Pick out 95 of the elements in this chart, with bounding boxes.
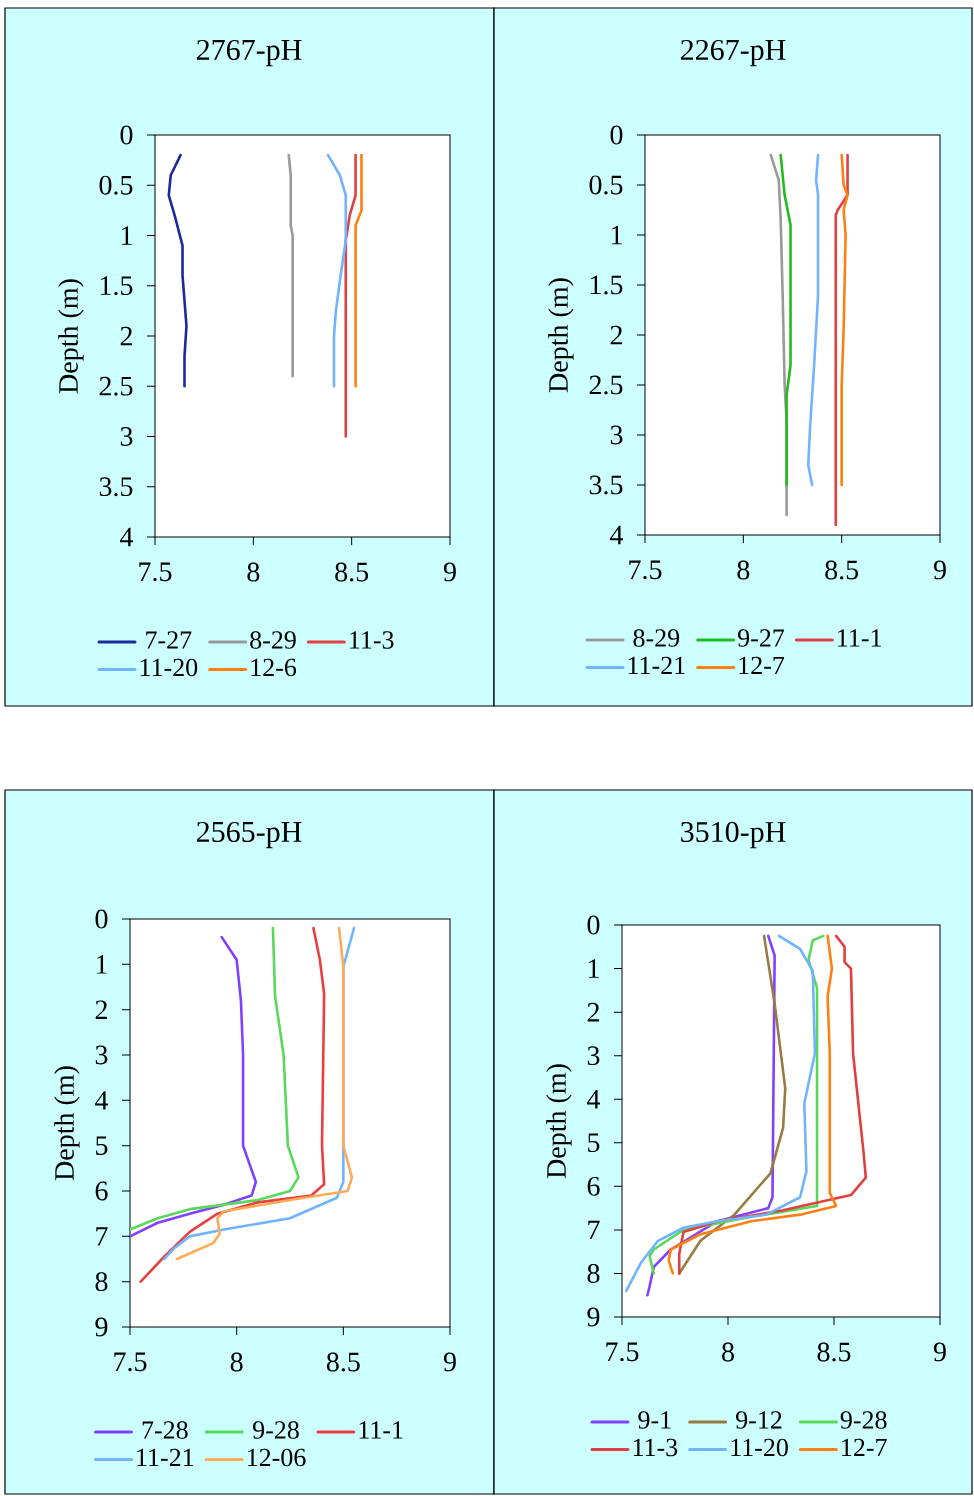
- y-axis-title: Depth (m): [546, 1064, 572, 1179]
- y-tick-label: 0.5: [99, 175, 133, 195]
- x-tick-label: 8.5: [335, 562, 369, 582]
- chart-title: 2565-pH: [196, 821, 302, 849]
- y-tick-label: 3: [120, 427, 133, 446]
- y-tick-label: 3: [610, 425, 623, 445]
- x-tick-label: 7.5: [606, 1342, 639, 1362]
- line-series: [167, 153, 188, 388]
- y-tick-label: 3: [95, 1045, 108, 1065]
- legend-label: 9-28: [253, 1421, 299, 1439]
- y-tick-label: 3: [587, 1046, 600, 1066]
- y-tick-label: 0: [610, 125, 623, 145]
- legend-label: 7-28: [142, 1421, 188, 1439]
- legend-label: 11-3: [350, 631, 394, 649]
- line-series: [840, 153, 849, 487]
- legend-label: 8-29: [633, 629, 680, 647]
- line-series: [326, 153, 348, 388]
- y-tick-label: 1: [611, 225, 622, 245]
- legend-label: 7-27: [146, 631, 192, 649]
- x-tick-label: 8.5: [825, 560, 859, 580]
- x-tick-label: 7.5: [139, 562, 172, 582]
- y-tick-label: 4: [587, 1090, 601, 1109]
- line-series: [779, 153, 792, 487]
- x-tick-label: 8.5: [326, 1352, 360, 1372]
- y-tick-label: 8: [95, 1272, 108, 1292]
- line-series: [287, 153, 294, 378]
- y-tick-label: 1: [588, 959, 599, 978]
- y-tick-label: 2: [120, 326, 132, 346]
- y-tick-label: 2: [587, 1002, 599, 1022]
- x-tick-label: 8.5: [817, 1342, 851, 1362]
- y-tick-label: 2.5: [99, 376, 133, 396]
- legend-label: 9-28: [840, 1411, 887, 1429]
- x-tick-label: 7.5: [629, 560, 662, 580]
- y-tick-label: 4: [120, 527, 134, 547]
- y-tick-label: 2: [95, 1000, 107, 1019]
- y-axis-title: Depth (m): [54, 1066, 80, 1181]
- y-tick-label: 5: [588, 1133, 600, 1153]
- y-tick-label: 9: [95, 1317, 108, 1337]
- chart-title: 3510-pH: [681, 821, 786, 849]
- legend-label: 12-06: [247, 1448, 306, 1467]
- y-tick-label: 0: [120, 125, 133, 145]
- chart-title: 2267-pH: [680, 39, 786, 67]
- y-tick-label: 3.5: [589, 475, 623, 495]
- legend-label: 9-1: [638, 1411, 671, 1429]
- y-tick-label: 0: [587, 915, 600, 935]
- line-series: [806, 153, 820, 487]
- y-tick-label: 1.5: [100, 276, 133, 296]
- legend-label: 11-1: [838, 629, 881, 647]
- y-tick-label: 6: [587, 1176, 600, 1196]
- x-tick-label: 9: [933, 560, 946, 580]
- legend-label: 12-7: [842, 1438, 887, 1456]
- y-axis-title: Depth (m): [548, 278, 574, 393]
- x-tick-label: 8: [247, 562, 260, 582]
- legend-label: 12-7: [739, 656, 785, 674]
- legend-label: 11-20: [140, 658, 198, 677]
- y-tick-label: 2.5: [589, 375, 623, 395]
- x-tick-label: 8: [737, 560, 750, 580]
- legend-label: 11-1: [359, 1421, 403, 1439]
- legend-label: 12-6: [251, 658, 297, 677]
- y-tick-label: 1.5: [590, 275, 623, 295]
- x-tick-label: 9: [443, 562, 456, 582]
- legend-label: 9-27: [738, 629, 785, 647]
- legend-label: 8-29: [250, 631, 296, 649]
- legend-label: 9-12: [736, 1411, 782, 1429]
- y-tick-label: 0.5: [589, 175, 623, 195]
- y-tick-label: 3.5: [99, 477, 133, 497]
- y-tick-label: 6: [95, 1181, 108, 1201]
- y-tick-label: 7: [96, 1227, 108, 1246]
- x-tick-label: 8: [230, 1352, 243, 1372]
- y-tick-label: 5: [96, 1136, 108, 1155]
- y-tick-label: 4: [95, 1091, 109, 1110]
- legend-label: 11-3: [633, 1438, 678, 1457]
- y-tick-label: 9: [587, 1307, 600, 1327]
- x-tick-label: 8: [722, 1342, 734, 1362]
- chart-title: 2767-pH: [196, 39, 302, 67]
- y-tick-label: 0: [95, 909, 108, 929]
- y-tick-label: 2: [610, 325, 622, 345]
- x-tick-label: 9: [933, 1342, 946, 1362]
- legend-label: 11-21: [137, 1448, 194, 1466]
- x-tick-label: 9: [443, 1352, 456, 1372]
- y-axis-title: Depth (m): [58, 279, 84, 394]
- y-tick-label: 7: [588, 1220, 600, 1240]
- y-tick-label: 1: [96, 955, 107, 974]
- line-series: [139, 926, 326, 1283]
- x-tick-label: 7.5: [114, 1352, 147, 1372]
- line-series: [624, 934, 817, 1293]
- line-series: [130, 926, 300, 1231]
- legend-label: 11-21: [628, 656, 685, 674]
- y-tick-label: 1: [121, 226, 132, 245]
- line-series: [130, 935, 258, 1238]
- line-series: [344, 153, 357, 438]
- legend-label: 11-20: [731, 1438, 788, 1457]
- y-tick-label: 8: [587, 1264, 600, 1283]
- line-series: [667, 934, 838, 1275]
- y-tick-label: 4: [610, 525, 624, 545]
